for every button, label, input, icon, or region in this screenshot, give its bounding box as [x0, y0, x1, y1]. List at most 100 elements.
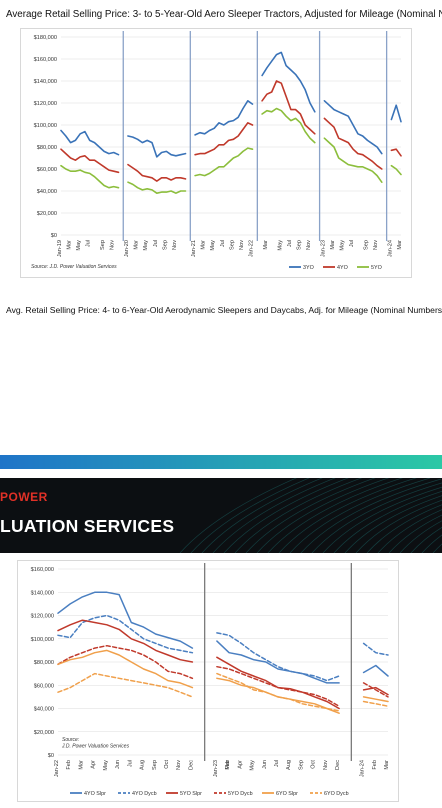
x-tick-label: Feb: [372, 760, 378, 770]
y-tick-label: $120,000: [34, 101, 57, 107]
banner-line: [278, 478, 418, 553]
x-tick-label: Nov: [239, 240, 245, 250]
gradient-bar: [0, 455, 442, 469]
banner-line: [201, 478, 323, 553]
y-tick-label: $20,000: [37, 211, 57, 217]
x-tick-label: May: [210, 240, 216, 251]
banner-decoration: [179, 478, 442, 553]
jd-power-banner: POWER LUATION SERVICES: [0, 478, 442, 553]
chart-1-title: Average Retail Selling Price: 3- to 5-Ye…: [6, 9, 442, 20]
x-tick-label: Mar: [330, 240, 336, 250]
x-tick-label: May: [103, 760, 109, 771]
x-tick-label: Jan-20: [124, 240, 130, 257]
legend-label: 4YO Slpr: [84, 791, 106, 797]
x-tick-label: Sep: [162, 240, 168, 250]
banner-line: [311, 482, 442, 553]
y-tick-label: $0: [51, 233, 57, 239]
chart-1-svg: $0 $20,000 $40,000 $60,000 $80,000 $100,000 $1…: [31, 31, 403, 271]
x-tick-label: Mar: [201, 240, 207, 250]
legend-label: 4YO Dycb: [132, 791, 157, 797]
legend-label: 5YO Slpr: [180, 791, 202, 797]
y-tick-label: $160,000: [31, 567, 54, 573]
x-tick-label: Jul: [86, 240, 92, 247]
x-tick-label: Sep: [296, 240, 302, 250]
series-line-6yo-dycb: [57, 672, 389, 712]
x-tick-label: Nov: [172, 240, 178, 250]
y-tick-label: $0: [48, 753, 54, 759]
banner-line: [333, 490, 442, 553]
x-tick-label: Aug: [286, 760, 292, 770]
source-note: Source:: [62, 737, 80, 743]
x-tick-label: Jul: [274, 760, 280, 767]
x-tick-label: Sep: [363, 240, 369, 250]
source-note: J.D. Power Valuation Services: [61, 744, 130, 750]
y-tick-label: $40,000: [37, 189, 57, 195]
x-tick-label: Jan-24: [387, 240, 393, 257]
y-tick-label: $180,000: [34, 35, 57, 41]
series-line-4yo: [60, 80, 402, 182]
banner-line: [179, 478, 298, 553]
x-tick-label: Jun: [262, 760, 268, 769]
x-tick-label: Mar: [384, 760, 390, 770]
x-tick-label: Jul: [349, 240, 355, 247]
y-tick-label: $100,000: [31, 637, 54, 643]
x-tick-label: Jan-24: [360, 760, 366, 777]
series-line-4yo-slpr: [57, 591, 389, 684]
y-tick-label: $60,000: [37, 167, 57, 173]
x-tick-label: Mar: [263, 240, 269, 250]
x-tick-label: May: [143, 240, 149, 251]
x-tick-label: Nov: [176, 760, 182, 770]
banner-line: [245, 478, 376, 553]
x-tick-label: Dec: [188, 760, 194, 770]
x-tick-label: Jul: [287, 240, 293, 247]
y-tick-label: $80,000: [37, 145, 57, 151]
x-tick-label: Jul: [127, 760, 133, 767]
x-tick-label: Aug: [140, 760, 146, 770]
banner-line: [212, 478, 336, 553]
x-tick-label: Feb: [225, 760, 231, 770]
chart-1-panel: $0 $20,000 $40,000 $60,000 $80,000 $100,000 $1…: [20, 28, 412, 278]
series-line-3yo: [60, 51, 402, 158]
banner-line: [377, 509, 442, 553]
x-tick-label: Nov: [110, 240, 116, 250]
x-tick-label: Mar: [397, 240, 403, 250]
x-tick-label: Sep: [100, 240, 106, 250]
series-line-5yo-slpr: [57, 619, 389, 710]
y-tick-label: $160,000: [34, 57, 57, 63]
chart-2-panel: $0 $20,000 $40,000 $60,000 $80,000 $100,000 $1…: [17, 560, 399, 802]
x-tick-label: Jan-22: [249, 240, 255, 257]
x-tick-label: Mar: [134, 240, 140, 250]
banner-line: [388, 514, 442, 553]
banner-title: LUATION SERVICES: [0, 516, 175, 536]
banner-line: [267, 478, 404, 553]
x-tick-label: Jan-19: [57, 240, 63, 257]
x-tick-label: Sep: [229, 240, 235, 250]
x-tick-label: May: [76, 240, 82, 251]
banner-line: [355, 499, 442, 553]
x-tick-label: Feb: [66, 760, 72, 770]
source-note: Source: J.D. Power Valuation Services: [31, 264, 117, 270]
banner-line: [300, 478, 442, 553]
banner-subtitle: POWER: [0, 490, 48, 504]
x-tick-label: Jan-23: [320, 240, 326, 257]
x-tick-label: Jan-22: [54, 760, 60, 777]
x-tick-label: Mar: [67, 240, 73, 250]
x-tick-label: May: [277, 240, 283, 251]
x-tick-label: Oct: [311, 760, 317, 769]
x-tick-label: Jan-23: [213, 760, 219, 777]
x-tick-label: Mar: [78, 760, 84, 770]
x-tick-label: May: [340, 240, 346, 251]
chart-2-title: Avg. Retail Selling Price: 4- to 6-Year-…: [6, 305, 442, 315]
series-line-5yo-dycb: [57, 644, 389, 707]
x-tick-label: Jul: [153, 240, 159, 247]
banner-line: [223, 478, 349, 553]
banner-line: [366, 504, 442, 553]
y-tick-label: $120,000: [31, 614, 54, 620]
banner-line: [256, 478, 390, 553]
series-line-6yo-slpr: [57, 649, 389, 714]
legend-label: 4YO: [337, 265, 348, 271]
banner-line: [399, 520, 442, 553]
x-tick-label: Nov: [306, 240, 312, 250]
x-tick-label: Mar: [225, 760, 231, 770]
legend-label: 6YO Dycb: [324, 791, 349, 797]
